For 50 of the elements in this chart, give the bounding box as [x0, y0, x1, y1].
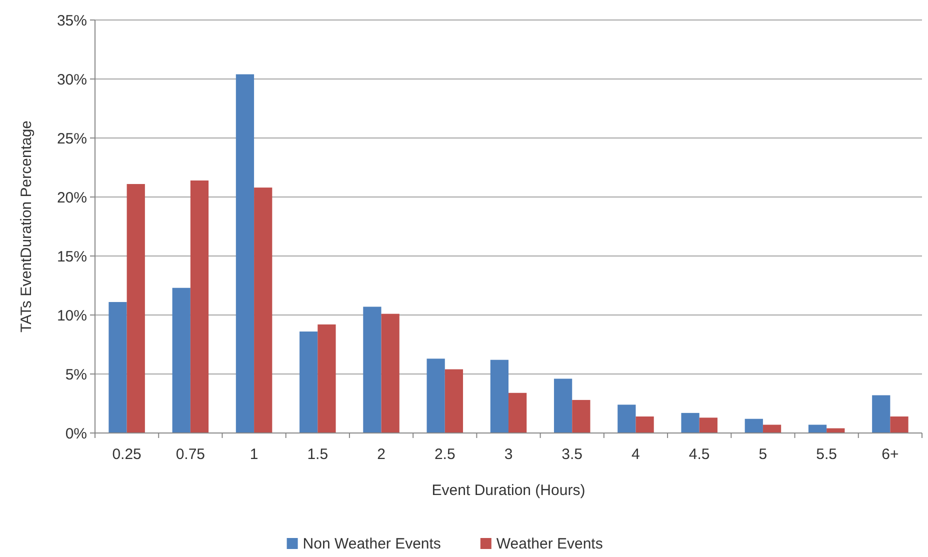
bar: [381, 314, 400, 433]
y-tick-label: 10%: [56, 307, 87, 324]
x-tick-label: 4.5: [688, 446, 710, 463]
x-tick-label: 0.75: [176, 446, 206, 463]
x-tick-label: 3: [504, 446, 513, 463]
bar: [572, 400, 590, 433]
bar: [554, 378, 572, 433]
bar: [744, 418, 763, 433]
x-tick-label: 4: [632, 446, 640, 463]
x-tick-label: 1.5: [307, 446, 328, 463]
y-tick-label: 20%: [56, 189, 87, 206]
y-tick-label: 35%: [56, 12, 87, 30]
x-tick-label: 5: [758, 446, 768, 463]
x-tick-label: 3.5: [562, 446, 583, 463]
x-axis-title: Event Duration (Hours): [432, 482, 586, 499]
bar: [172, 288, 190, 433]
bar: [872, 395, 890, 433]
bar: [426, 358, 445, 433]
legend-label: Non Weather Events: [302, 536, 441, 552]
bar: [236, 74, 254, 433]
bar: [681, 412, 700, 433]
legend-label: Weather Events: [496, 536, 603, 552]
y-tick-label: 25%: [56, 130, 87, 148]
x-tick-label: 2: [377, 446, 386, 463]
y-tick-label: 0%: [65, 425, 87, 442]
bar: [254, 188, 272, 433]
bar: [699, 418, 718, 433]
bar: [126, 184, 145, 433]
x-tick-label: 0.25: [112, 446, 142, 463]
bar: [444, 369, 464, 433]
x-tick-label: 5.5: [816, 446, 838, 463]
bar: [890, 416, 908, 433]
bar: [318, 324, 336, 433]
bar: [762, 424, 782, 433]
y-tick-label: 30%: [56, 71, 87, 88]
x-tick-label: 1: [250, 446, 258, 463]
x-tick-label: 2.5: [434, 446, 456, 463]
bar: [508, 392, 527, 433]
bar: [808, 424, 827, 433]
bar: [490, 360, 508, 433]
bar: [190, 180, 209, 433]
bar: [108, 302, 127, 433]
x-tick-label: 6+: [882, 446, 899, 463]
y-axis-title: TATs EventDuration Percentage: [18, 120, 35, 333]
bar: [300, 332, 318, 433]
y-tick-label: 5%: [65, 366, 87, 384]
y-tick-label: 15%: [56, 248, 87, 266]
bar: [618, 404, 636, 433]
bar: [636, 416, 654, 433]
bar: [363, 306, 382, 433]
